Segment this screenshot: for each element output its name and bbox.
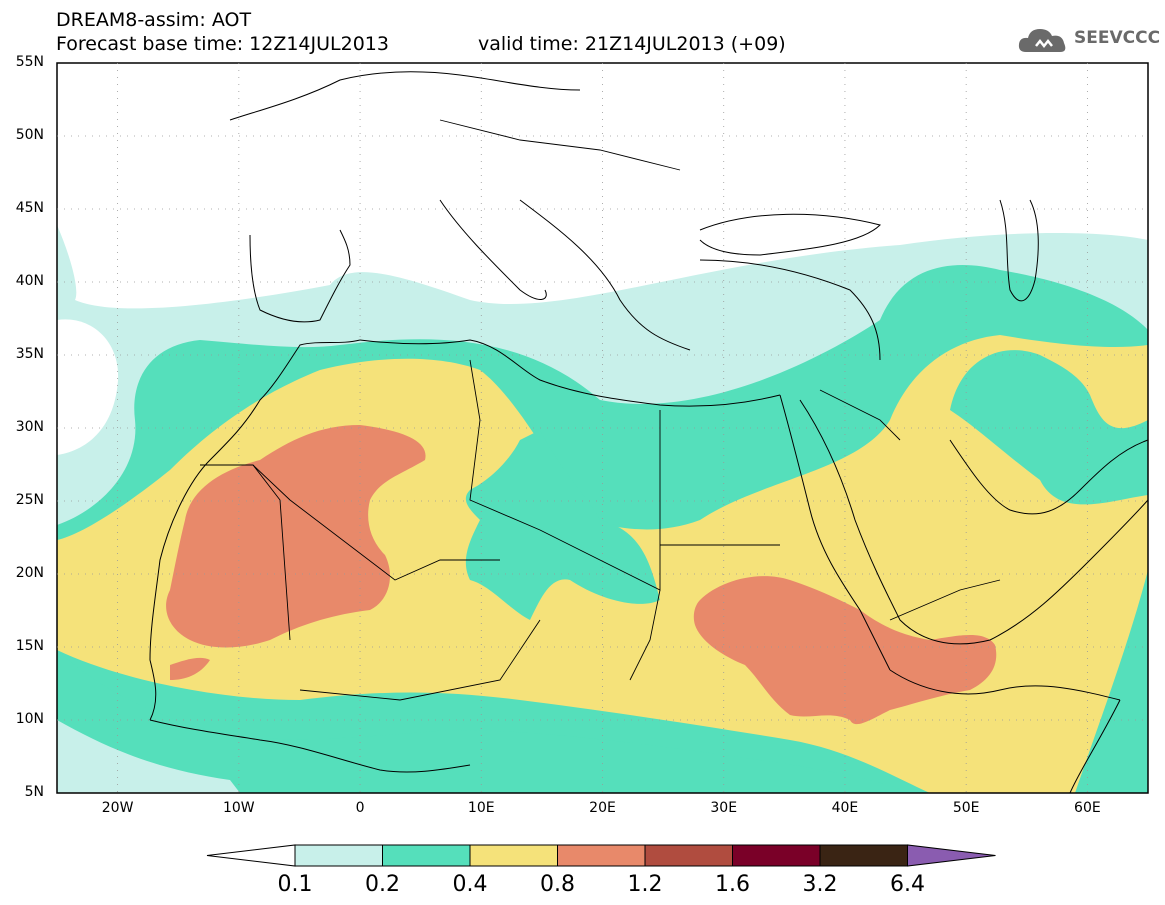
lat-label: 45N: [15, 200, 44, 216]
logo-text: SEEVCCC: [1074, 28, 1161, 48]
coast-europe-north: [229, 71, 581, 121]
coast-turkey: [699, 259, 881, 361]
lat-label: 50N: [15, 127, 44, 143]
coast-iberia: [249, 229, 351, 323]
colorbar-segment: [294, 844, 383, 867]
border-europe-center: [439, 119, 681, 171]
lat-label: 5N: [24, 784, 44, 800]
colorbar-segment: [469, 844, 558, 867]
aot-region-0.8-senegal: [170, 657, 210, 680]
border-libya: [469, 359, 661, 591]
colorbar-segment: [644, 844, 733, 867]
lat-label: 20N: [15, 565, 44, 581]
aot-region-0.8-east: [693, 576, 997, 725]
cloud-icon: [1018, 29, 1066, 52]
coastlines: [149, 71, 1149, 794]
coast-black-sea: [699, 213, 881, 256]
colorbar-label: 0.2: [365, 872, 400, 897]
lat-label: 55N: [15, 54, 44, 70]
border-algeria-mali: [252, 464, 500, 581]
coast-red-sea-west: [779, 394, 891, 671]
colorbar-label: 1.6: [715, 872, 750, 897]
border-saudi-yemen: [889, 579, 1001, 621]
borders: [200, 119, 1001, 701]
coast-balkans-greece: [519, 199, 691, 351]
aot-region-0.2-sahel: [57, 650, 910, 793]
lon-label: 10W: [222, 800, 255, 816]
colorbar-label: 0.1: [277, 872, 313, 897]
colorbar-segment: [732, 844, 821, 867]
colorbar-over-arrow: [907, 844, 996, 867]
colorbar-label: 3.2: [802, 872, 838, 897]
forecast-base-time: Forecast base time: 12Z14JUL2013: [56, 33, 389, 55]
graticule: [57, 63, 1148, 793]
colorbar-label: 0.8: [540, 872, 575, 897]
colorbar-label: 6.4: [890, 872, 925, 897]
lon-label: 10E: [467, 800, 495, 816]
colorbar-segment: [382, 844, 471, 867]
lon-label: 50E: [952, 800, 980, 816]
lon-label: 20E: [589, 800, 616, 816]
coast-north-africa: [359, 339, 781, 407]
colorbar-segment: [819, 844, 908, 867]
aot-region-0.2-tongue: [465, 430, 660, 620]
border-sahel: [299, 619, 541, 701]
lon-label: 40E: [831, 800, 859, 816]
aot-region-0.1-south: [57, 720, 240, 793]
coast-west-africa: [149, 339, 361, 721]
lat-label: 15N: [15, 638, 44, 654]
lon-label: 60E: [1074, 800, 1101, 816]
lat-label: 35N: [15, 346, 44, 362]
lat-label: 25N: [15, 492, 44, 508]
aot-region-0.8-west: [166, 425, 426, 648]
lat-label: 30N: [15, 419, 44, 435]
border-chad-sudan: [629, 589, 661, 681]
coast-horn-of-africa: [889, 669, 1121, 701]
chart-title: DREAM8-assim: AOT: [56, 9, 252, 31]
valid-time: valid time: 21Z14JUL2013 (+09): [478, 33, 786, 55]
lat-label: 10N: [15, 711, 44, 727]
colorbar-segment: [557, 844, 646, 867]
coast-italy: [439, 199, 547, 300]
coast-arabia-south: [989, 499, 1149, 641]
aot-clear-pocket: [57, 319, 119, 455]
lon-label: 0: [355, 800, 365, 816]
colorbar-label: 1.2: [627, 872, 663, 897]
lat-label: 40N: [15, 273, 44, 289]
border-arabia-north: [819, 389, 901, 441]
colorbar: [206, 844, 996, 867]
coast-gulf-of-guinea: [149, 719, 471, 773]
coast-persian-gulf: [949, 439, 1149, 515]
coast-caspian: [999, 199, 1039, 302]
lon-label: 20W: [101, 800, 134, 816]
colorbar-under-arrow: [206, 844, 296, 867]
coast-east-africa: [1069, 699, 1121, 794]
border-mali-mauritania: [200, 464, 291, 641]
lon-label: 30E: [710, 800, 738, 816]
colorbar-label: 0.4: [452, 872, 488, 897]
coast-red-sea-east: [799, 399, 991, 645]
seevccc-logo: SEEVCCC: [1018, 24, 1161, 56]
